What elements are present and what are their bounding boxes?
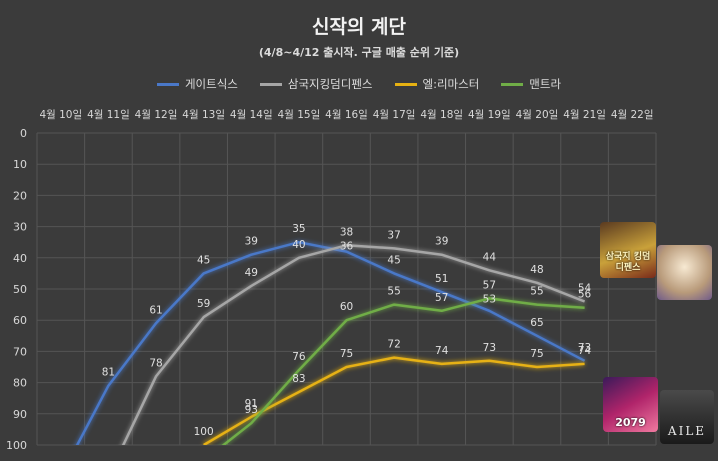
legend-label: 맨트라 bbox=[529, 77, 562, 91]
data-label: 48 bbox=[530, 264, 543, 276]
data-label: 81 bbox=[102, 367, 115, 379]
data-label: 91 bbox=[245, 398, 258, 410]
legend-swatch bbox=[156, 82, 179, 86]
series-lines bbox=[75, 240, 586, 445]
data-label: 44 bbox=[483, 251, 497, 263]
y-tick-label: 70 bbox=[13, 345, 27, 358]
y-tick-label: 50 bbox=[13, 283, 27, 296]
data-label: 49 bbox=[245, 267, 258, 279]
x-tick-label: 4월 19일 bbox=[468, 108, 511, 121]
legend: 게이트식스 삼국지킹덤디펜스 엘:리마스터 맨트라 bbox=[0, 76, 718, 92]
data-label: 45 bbox=[197, 254, 210, 266]
x-tick-label: 4월 11일 bbox=[87, 108, 130, 121]
x-tick-label: 4월 20일 bbox=[516, 108, 559, 121]
x-tick-label: 4월 22일 bbox=[611, 108, 654, 121]
data-label: 60 bbox=[340, 301, 353, 313]
y-tick-label: 60 bbox=[13, 314, 27, 327]
data-label: 54 bbox=[578, 282, 592, 294]
x-tick-label: 4월 16일 bbox=[325, 108, 368, 121]
legend-item-mantra: 맨트라 bbox=[501, 76, 561, 92]
x-tick-label: 4월 13일 bbox=[182, 108, 225, 121]
game-icon-label: 삼국지 킹덤디펜스 bbox=[605, 252, 651, 273]
series-line-2 bbox=[203, 356, 585, 445]
data-label: 39 bbox=[245, 236, 258, 248]
series-line-1 bbox=[121, 244, 586, 445]
y-tick-label: 80 bbox=[13, 377, 27, 390]
data-label: 57 bbox=[435, 292, 448, 304]
data-label: 40 bbox=[292, 239, 305, 251]
series-line-3 bbox=[221, 297, 585, 445]
x-tick-label: 4월 21일 bbox=[563, 108, 606, 121]
y-tick-label: 10 bbox=[13, 158, 27, 171]
data-label: 51 bbox=[435, 273, 448, 285]
y-tick-label: 90 bbox=[13, 408, 27, 421]
data-label: 35 bbox=[292, 223, 305, 235]
game-icon-mantra: AILE bbox=[660, 390, 714, 444]
data-label: 37 bbox=[387, 229, 400, 241]
chart-subtitle: (4/8~4/12 출시작. 구글 매출 순위 기준) bbox=[258, 46, 460, 59]
x-tick-label: 4월 10일 bbox=[39, 108, 82, 121]
y-tick-label: 0 bbox=[20, 127, 27, 140]
legend-item-kingdom-defense: 삼국지킹덤디펜스 bbox=[259, 76, 373, 92]
y-tick-label: 100 bbox=[6, 439, 27, 452]
data-label: 55 bbox=[387, 286, 400, 298]
legend-label: 게이트식스 bbox=[184, 77, 238, 91]
x-tick-label: 4월 12일 bbox=[135, 108, 178, 121]
data-label: 75 bbox=[530, 348, 543, 360]
data-label: 74 bbox=[435, 345, 449, 357]
legend-swatch bbox=[394, 82, 417, 86]
legend-label: 삼국지킹덤디펜스 bbox=[287, 77, 373, 91]
game-icon-gatesix: 2079 bbox=[603, 377, 658, 432]
data-label: 73 bbox=[483, 342, 496, 354]
chart-title: 신작의 계단 bbox=[311, 16, 406, 38]
data-label: 36 bbox=[340, 240, 354, 252]
data-label: 76 bbox=[292, 351, 306, 363]
game-icon-label: 2079 bbox=[615, 416, 646, 429]
legend-swatch bbox=[501, 82, 524, 86]
data-label: 93 bbox=[245, 404, 258, 416]
data-label: 61 bbox=[149, 304, 162, 316]
y-tick-label: 30 bbox=[13, 221, 27, 234]
data-label: 38 bbox=[340, 226, 353, 238]
legend-item-el-remaster: 엘:리마스터 bbox=[394, 76, 480, 92]
legend-item-gatesix: 게이트식스 bbox=[156, 76, 238, 92]
game-icon-label: AILE bbox=[667, 424, 707, 438]
data-label: 56 bbox=[578, 289, 592, 301]
data-label: 73 bbox=[578, 342, 591, 354]
data-label: 100 bbox=[194, 426, 214, 438]
data-label: 65 bbox=[530, 317, 543, 329]
data-label: 55 bbox=[530, 286, 543, 298]
x-tick-label: 4월 14일 bbox=[230, 108, 273, 121]
legend-swatch bbox=[259, 82, 282, 86]
x-tick-label: 4월 15일 bbox=[278, 108, 321, 121]
data-label: 57 bbox=[483, 279, 496, 291]
x-tick-label: 4월 17일 bbox=[373, 108, 416, 121]
game-icon-el-remaster bbox=[657, 245, 712, 300]
data-label: 53 bbox=[483, 293, 496, 305]
game-icon-kingdom-defense: 삼국지 킹덤디펜스 bbox=[600, 222, 656, 278]
y-tick-label: 20 bbox=[13, 189, 27, 202]
data-label: 75 bbox=[340, 348, 353, 360]
x-tick-label: 4월 18일 bbox=[420, 108, 463, 121]
data-label: 83 bbox=[292, 373, 305, 385]
data-label: 78 bbox=[149, 357, 162, 369]
data-label: 74 bbox=[578, 345, 592, 357]
data-label: 39 bbox=[435, 236, 448, 248]
data-label: 45 bbox=[387, 254, 400, 266]
data-label: 59 bbox=[197, 298, 210, 310]
legend-label: 엘:리마스터 bbox=[422, 77, 480, 91]
y-tick-label: 40 bbox=[13, 252, 27, 265]
data-label: 72 bbox=[387, 339, 400, 351]
series-line-0 bbox=[75, 240, 586, 445]
